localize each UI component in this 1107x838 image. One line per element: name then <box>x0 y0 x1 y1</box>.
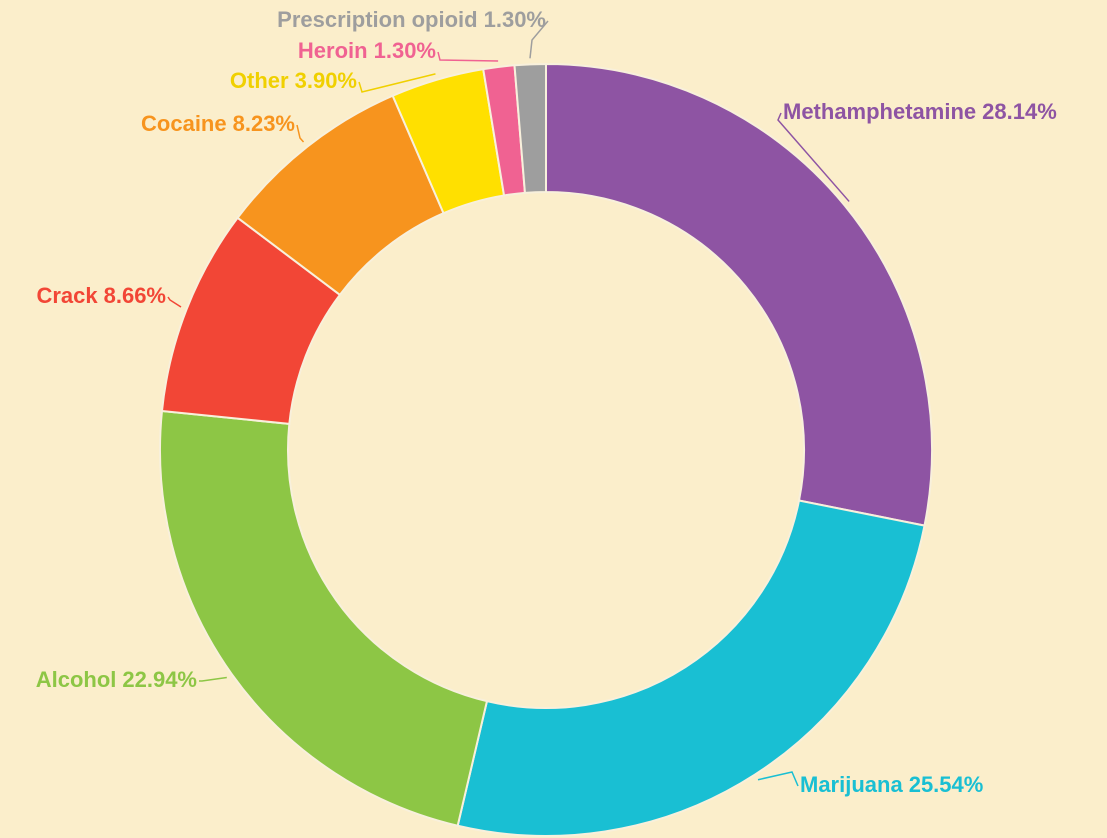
slice-label: Methamphetamine 28.14% <box>783 99 1057 124</box>
leader-line <box>757 771 799 787</box>
leader-line <box>199 676 227 682</box>
leader-line <box>777 112 850 202</box>
slice-label-name: Prescription opioid <box>277 7 477 32</box>
slice-label-value: 8.23% <box>233 111 295 136</box>
donut-slice <box>456 499 926 837</box>
slice-label: Marijuana 25.54% <box>800 772 983 797</box>
slice-label-name: Cocaine <box>141 111 227 136</box>
donut-slice <box>545 62 933 527</box>
slice-label-value: 1.30% <box>374 38 436 63</box>
slice-label-name: Methamphetamine <box>783 99 976 124</box>
leader-line <box>529 20 549 59</box>
leader-line <box>296 124 305 143</box>
slice-label-value: 3.90% <box>295 68 357 93</box>
slice-label-name: Marijuana <box>800 772 903 797</box>
slice-label: Heroin 1.30% <box>298 38 436 63</box>
slice-label-name: Other <box>230 68 289 93</box>
donut-slice <box>159 409 489 827</box>
slice-label-value: 25.54% <box>909 772 984 797</box>
slice-label: Crack 8.66% <box>36 283 166 308</box>
slice-label-name: Crack <box>36 283 98 308</box>
slice-label-value: 1.30% <box>484 7 546 32</box>
slice-label-value: 8.66% <box>104 283 166 308</box>
slice-label: Alcohol 22.94% <box>36 667 197 692</box>
slice-label-name: Alcohol <box>36 667 117 692</box>
leader-line <box>358 73 436 93</box>
leader-line <box>437 51 499 62</box>
slice-label-value: 22.94% <box>122 667 197 692</box>
leader-line <box>167 296 182 308</box>
donut-slice <box>513 62 547 194</box>
slice-label: Cocaine 8.23% <box>141 111 295 136</box>
slice-label-value: 28.14% <box>982 99 1057 124</box>
slice-label-name: Heroin <box>298 38 368 63</box>
slice-label: Other 3.90% <box>230 68 357 93</box>
slice-label: Prescription opioid 1.30% <box>277 7 546 32</box>
